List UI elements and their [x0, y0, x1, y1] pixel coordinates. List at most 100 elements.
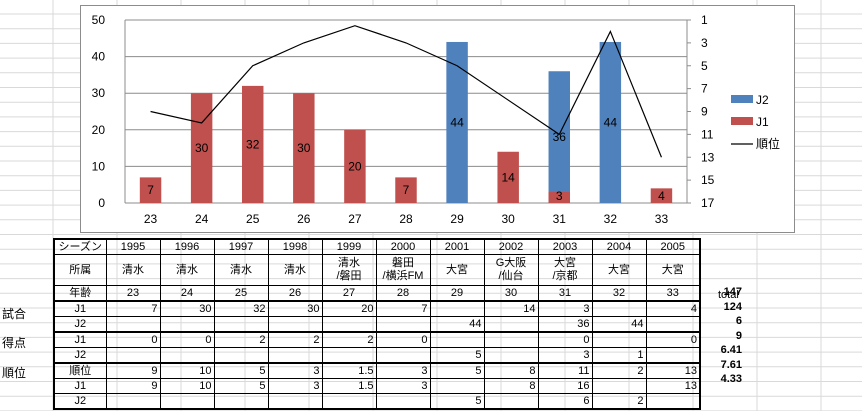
value-cell[interactable]: 3: [268, 363, 323, 379]
value-cell[interactable]: 20: [322, 301, 377, 317]
row-label[interactable]: J2: [53, 347, 107, 364]
value-cell[interactable]: [646, 316, 701, 333]
row-label[interactable]: J1: [53, 301, 107, 317]
value-cell[interactable]: [214, 393, 269, 410]
value-cell[interactable]: 5: [214, 363, 269, 379]
value-cell[interactable]: [376, 393, 431, 410]
value-cell[interactable]: [484, 332, 539, 348]
club-cell[interactable]: 清水: [268, 254, 323, 286]
value-cell[interactable]: [484, 393, 539, 410]
value-cell[interactable]: [376, 347, 431, 364]
club-cell[interactable]: 大宮: [592, 254, 647, 286]
value-cell[interactable]: 2: [592, 393, 647, 410]
age-cell[interactable]: 28: [376, 285, 431, 302]
value-cell[interactable]: [106, 316, 161, 333]
chart-area[interactable]: 0 10 20 30 40 50 1 3 5 7 9 11 13 15 17 23 24 25 26 27 28 29 30…: [80, 5, 795, 233]
value-cell[interactable]: [376, 316, 431, 333]
year-cell[interactable]: 1998: [268, 238, 323, 255]
value-cell[interactable]: 4: [646, 301, 701, 317]
value-cell[interactable]: 0: [376, 332, 431, 348]
value-cell[interactable]: [646, 393, 701, 410]
total-value[interactable]: 6: [735, 315, 742, 327]
value-cell[interactable]: 1.5: [322, 363, 377, 379]
value-cell[interactable]: 1.5: [322, 378, 377, 394]
age-header[interactable]: 年齢: [53, 285, 107, 302]
value-cell[interactable]: 3: [376, 378, 431, 394]
value-cell[interactable]: 30: [268, 301, 323, 317]
value-cell[interactable]: 5: [214, 378, 269, 394]
year-cell[interactable]: 2001: [430, 238, 485, 255]
club-cell[interactable]: 清水: [160, 254, 215, 286]
value-cell[interactable]: 44: [592, 316, 647, 333]
value-cell[interactable]: 9: [106, 378, 161, 394]
value-cell[interactable]: 3: [376, 363, 431, 379]
year-cell[interactable]: 2005: [646, 238, 701, 255]
value-cell[interactable]: 14: [484, 301, 539, 317]
total-value[interactable]: 124: [723, 300, 742, 313]
value-cell[interactable]: 0: [646, 332, 701, 348]
value-cell[interactable]: 7: [376, 301, 431, 317]
value-cell[interactable]: [322, 347, 377, 364]
value-cell[interactable]: [160, 316, 215, 333]
value-cell[interactable]: [592, 332, 647, 348]
value-cell[interactable]: 0: [538, 332, 593, 348]
year-cell[interactable]: 1995: [106, 238, 161, 255]
club-cell[interactable]: 大宮/京都: [538, 254, 593, 286]
value-cell[interactable]: 10: [160, 378, 215, 394]
value-cell[interactable]: 3: [268, 378, 323, 394]
age-cell[interactable]: 33: [646, 285, 701, 302]
value-cell[interactable]: [484, 347, 539, 364]
value-cell[interactable]: 3: [538, 347, 593, 364]
value-cell[interactable]: 1: [592, 347, 647, 364]
value-cell[interactable]: 13: [646, 378, 701, 394]
value-cell[interactable]: 5: [430, 393, 485, 410]
value-cell[interactable]: 5: [430, 363, 485, 379]
value-cell[interactable]: 2: [268, 332, 323, 348]
age-cell[interactable]: 29: [430, 285, 485, 302]
value-cell[interactable]: [646, 347, 701, 364]
age-cell[interactable]: 23: [106, 285, 161, 302]
total-value[interactable]: 4.33: [720, 373, 742, 385]
total-value[interactable]: 7.61: [720, 358, 742, 371]
value-cell[interactable]: [160, 347, 215, 364]
age-cell[interactable]: 25: [214, 285, 269, 302]
row-label[interactable]: 順位: [53, 363, 107, 379]
club-cell[interactable]: 大宮: [430, 254, 485, 286]
value-cell[interactable]: 0: [106, 332, 161, 348]
row-label[interactable]: J2: [53, 393, 107, 410]
value-cell[interactable]: 36: [538, 316, 593, 333]
year-cell[interactable]: 1999: [322, 238, 377, 255]
value-cell[interactable]: 5: [430, 347, 485, 364]
value-cell[interactable]: [430, 301, 485, 317]
value-cell[interactable]: 8: [484, 378, 539, 394]
value-cell[interactable]: [106, 347, 161, 364]
club-cell[interactable]: 磐田/横浜FM: [376, 254, 431, 286]
value-cell[interactable]: 30: [160, 301, 215, 317]
value-cell[interactable]: [268, 347, 323, 364]
year-cell[interactable]: 2003: [538, 238, 593, 255]
club-cell[interactable]: 清水: [214, 254, 269, 286]
club-cell[interactable]: G大阪/仙台: [484, 254, 539, 286]
total-value[interactable]: 6.41: [720, 344, 742, 356]
value-cell[interactable]: [106, 393, 161, 410]
value-cell[interactable]: [430, 332, 485, 348]
value-cell[interactable]: [214, 316, 269, 333]
value-cell[interactable]: [592, 301, 647, 317]
value-cell[interactable]: [268, 393, 323, 410]
value-cell[interactable]: 2: [592, 363, 647, 379]
value-cell[interactable]: 9: [106, 363, 161, 379]
value-cell[interactable]: [322, 316, 377, 333]
value-cell[interactable]: [322, 393, 377, 410]
value-cell[interactable]: 7: [106, 301, 161, 317]
value-cell[interactable]: 6: [538, 393, 593, 410]
age-cell[interactable]: 24: [160, 285, 215, 302]
year-cell[interactable]: 2004: [592, 238, 647, 255]
value-cell[interactable]: 2: [214, 332, 269, 348]
club-cell[interactable]: 清水: [106, 254, 161, 286]
value-cell[interactable]: 16: [538, 378, 593, 394]
age-cell[interactable]: 32: [592, 285, 647, 302]
club-cell[interactable]: 清水/磐田: [322, 254, 377, 286]
value-cell[interactable]: 0: [160, 332, 215, 348]
age-cell[interactable]: 26: [268, 285, 323, 302]
season-header[interactable]: シーズン: [53, 238, 107, 255]
